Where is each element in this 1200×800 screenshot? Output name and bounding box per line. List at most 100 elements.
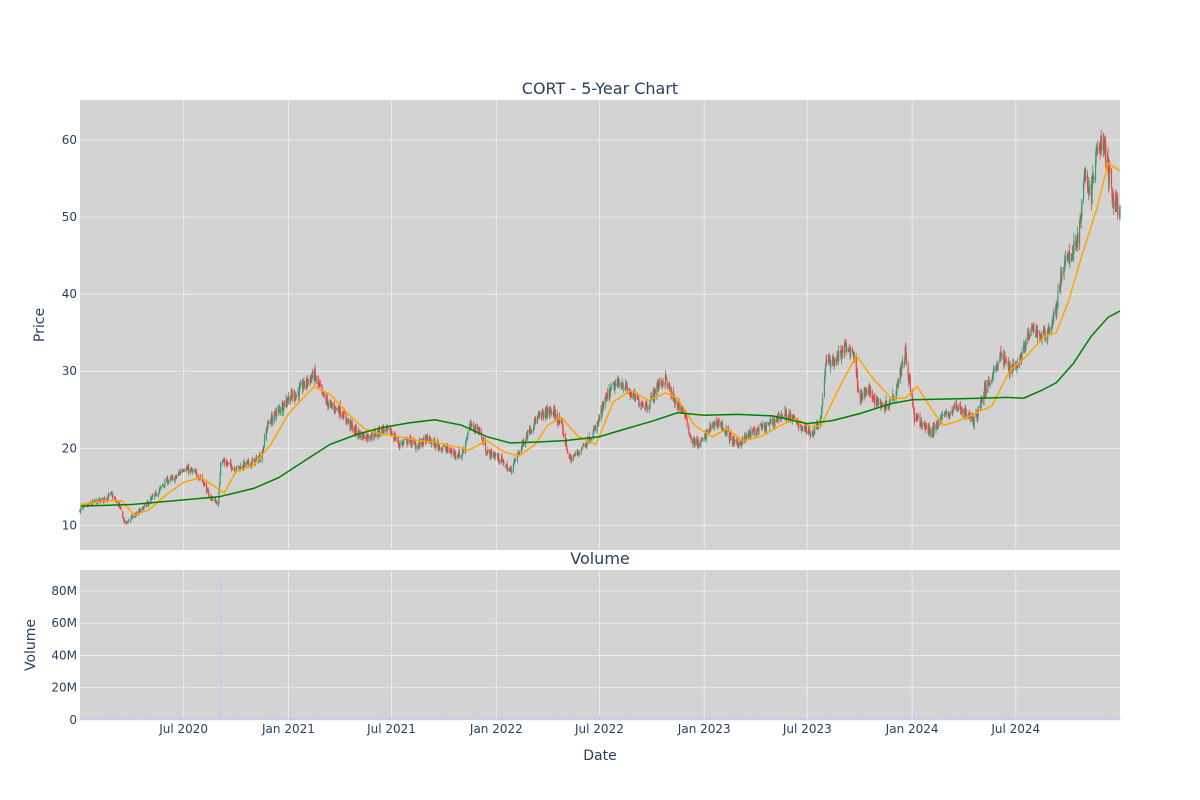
candle-body	[717, 420, 719, 428]
candle	[961, 407, 963, 418]
candle	[1105, 136, 1107, 169]
candle	[933, 421, 935, 431]
candle-body	[498, 454, 500, 461]
volume-bar	[694, 718, 696, 720]
candle-body	[797, 421, 799, 425]
candle	[666, 377, 668, 382]
candle-body	[991, 380, 993, 384]
volume-bar	[287, 719, 290, 720]
candle-body	[228, 462, 230, 464]
candle	[1079, 212, 1081, 229]
candle	[702, 437, 704, 442]
candle-body	[852, 350, 854, 354]
candle-body	[681, 407, 683, 413]
volume-bar	[706, 718, 708, 720]
volume-bar	[590, 718, 593, 720]
candle-body	[857, 391, 860, 393]
candle	[896, 384, 898, 397]
candle	[514, 456, 516, 462]
candle-body	[921, 425, 923, 427]
candle	[224, 457, 226, 467]
candle	[806, 426, 808, 434]
candle-body	[678, 402, 680, 410]
candle-body	[1082, 182, 1085, 200]
candle-body	[1094, 159, 1097, 180]
candle-body	[955, 402, 958, 406]
candle-body	[824, 364, 827, 374]
volume-bar	[661, 717, 663, 720]
candle-body	[333, 405, 336, 411]
candle	[331, 401, 333, 409]
candle-body	[218, 483, 221, 491]
volume-bar	[391, 717, 393, 720]
candle-body	[672, 391, 675, 398]
candle	[263, 433, 266, 448]
candle-body	[517, 451, 520, 454]
candle-body	[1059, 284, 1061, 290]
candle	[750, 425, 752, 440]
candle-body	[397, 439, 399, 441]
candle	[829, 355, 831, 367]
candle-body	[1011, 370, 1013, 372]
candle	[339, 399, 341, 420]
candle-body	[993, 369, 995, 372]
candle	[114, 496, 116, 500]
candle	[826, 354, 828, 365]
candle-body	[632, 391, 634, 398]
candle-body	[935, 423, 937, 430]
candle-body	[991, 376, 994, 381]
candle-body	[798, 423, 800, 428]
candle-body	[590, 438, 593, 440]
volume-bar	[606, 719, 609, 720]
candle-body	[1064, 257, 1066, 261]
candle-body	[536, 417, 538, 424]
volume-bar	[478, 717, 480, 720]
candle	[302, 378, 304, 395]
candle-body	[130, 519, 132, 522]
candle-body	[644, 406, 646, 409]
volume-bar	[84, 718, 86, 720]
volume-bar	[626, 718, 628, 720]
volume-bar	[873, 718, 876, 720]
candle	[128, 520, 130, 522]
candle-body	[692, 438, 694, 445]
candle-body	[674, 399, 676, 404]
candle-body	[462, 450, 464, 455]
candle-body	[801, 429, 803, 432]
candle-body	[512, 463, 515, 472]
candle-body	[638, 398, 640, 406]
candle-body	[157, 493, 160, 496]
candle-body	[925, 423, 927, 429]
volume-bar	[196, 718, 198, 720]
volume-bar	[642, 718, 644, 720]
volume-bar	[873, 717, 875, 720]
candle-body	[158, 490, 160, 493]
candle	[383, 427, 385, 434]
volume-bar	[138, 717, 140, 720]
candle	[814, 423, 816, 436]
candle-body	[317, 375, 319, 384]
candle-body	[1075, 240, 1077, 244]
candle	[929, 426, 931, 438]
candle	[672, 386, 675, 402]
candle-body	[924, 421, 926, 427]
candle	[107, 491, 110, 501]
candle	[147, 499, 149, 503]
candle-body	[270, 423, 272, 425]
candle-body	[246, 461, 249, 463]
candle	[782, 416, 784, 418]
candle-body	[738, 441, 740, 447]
candle-body	[758, 426, 760, 433]
candle-body	[426, 434, 428, 437]
volume-bar	[451, 718, 453, 720]
candle-body	[513, 458, 516, 462]
candle-body	[427, 438, 429, 443]
candle-body	[690, 436, 692, 441]
candle	[267, 419, 270, 425]
candle	[455, 454, 457, 461]
candle-body	[285, 399, 287, 407]
candle-body	[722, 428, 724, 430]
candle	[935, 423, 937, 434]
candle	[481, 436, 483, 439]
candle-body	[1097, 148, 1099, 150]
